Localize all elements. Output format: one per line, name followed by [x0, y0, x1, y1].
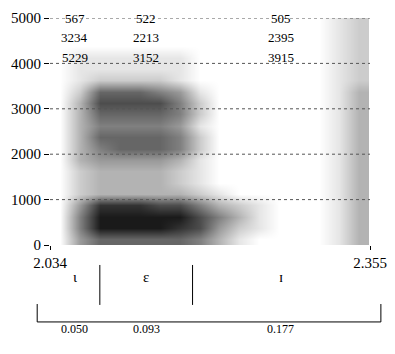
svg-text:0.093: 0.093 — [133, 322, 160, 336]
svg-text:505: 505 — [271, 11, 291, 26]
svg-text:2.034: 2.034 — [33, 255, 67, 271]
svg-text:3234: 3234 — [61, 30, 88, 45]
svg-text:522: 522 — [136, 11, 156, 26]
svg-text:ɛ: ɛ — [143, 269, 149, 285]
svg-text:0.050: 0.050 — [61, 322, 88, 336]
svg-text:0.177: 0.177 — [267, 322, 294, 336]
svg-text:4000: 4000 — [11, 56, 41, 72]
svg-text:2000: 2000 — [11, 146, 41, 162]
svg-text:3000: 3000 — [11, 101, 41, 117]
svg-text:0: 0 — [34, 237, 42, 253]
svg-text:ɪ: ɪ — [279, 269, 283, 285]
svg-text:5000: 5000 — [11, 10, 41, 26]
svg-text:567: 567 — [65, 11, 85, 26]
svg-text:3915: 3915 — [268, 50, 294, 65]
svg-text:5229: 5229 — [62, 50, 88, 65]
svg-text:ɩ: ɩ — [73, 269, 77, 285]
svg-text:2.355: 2.355 — [353, 255, 387, 271]
svg-text:2395: 2395 — [268, 30, 294, 45]
svg-text:1000: 1000 — [11, 192, 41, 208]
svg-text:3152: 3152 — [133, 50, 159, 65]
svg-text:2213: 2213 — [133, 30, 159, 45]
